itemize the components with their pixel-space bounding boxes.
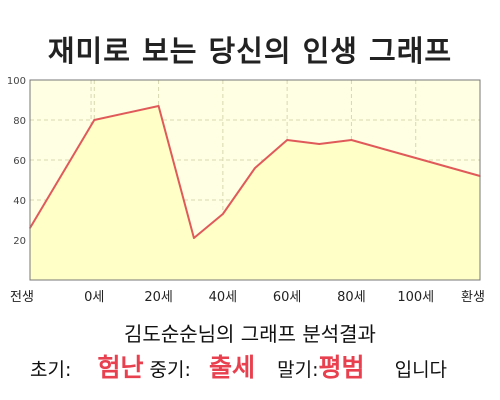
- chart-title: 재미로 보는 당신의 인생 그래프: [47, 34, 453, 68]
- x-tick-label: 전생: [10, 290, 34, 305]
- mid-label: 중기:: [149, 359, 191, 381]
- mid-value: 출세: [209, 353, 256, 382]
- x-tick-label: 40세: [209, 290, 238, 305]
- data-point: [350, 139, 353, 141]
- result-heading: 김도순순님의 그래프 분석결과: [124, 322, 376, 346]
- y-tick-label: 60: [13, 156, 26, 167]
- x-tick-label: 0세: [84, 290, 104, 305]
- data-point: [414, 157, 417, 159]
- series-area: [30, 106, 480, 280]
- life-graph-chart: 20 40 60 80 100 전생 0세 20세 40세 60세 80세 100세 환생: [7, 76, 485, 305]
- late-value: 평범: [318, 353, 365, 382]
- y-tick-label: 20: [13, 236, 26, 247]
- ending-text: 입니다: [394, 359, 448, 381]
- y-tick-label: 40: [13, 196, 26, 207]
- data-point: [193, 237, 195, 239]
- data-point: [157, 105, 160, 107]
- plot-frame: [29, 79, 481, 281]
- x-tick-label: 60세: [273, 290, 302, 305]
- early-label: 초기:: [30, 359, 72, 381]
- data-point: [318, 143, 321, 145]
- x-tick-label: 100세: [397, 290, 434, 305]
- late-label: 말기:: [277, 359, 319, 381]
- data-point: [222, 213, 224, 215]
- y-tick-label: 80: [13, 116, 26, 127]
- data-point: [93, 119, 96, 121]
- data-point: [254, 167, 256, 169]
- early-value: 험난: [97, 353, 144, 382]
- x-tick-label: 80세: [337, 290, 366, 305]
- result-summary: 초기: 험난 중기: 출세 말기:평범 입니다: [30, 348, 490, 384]
- x-tick-label: 20세: [144, 290, 173, 305]
- x-tick-label: 환생: [461, 290, 485, 305]
- y-tick-label: 100: [7, 76, 26, 87]
- data-point: [286, 139, 288, 141]
